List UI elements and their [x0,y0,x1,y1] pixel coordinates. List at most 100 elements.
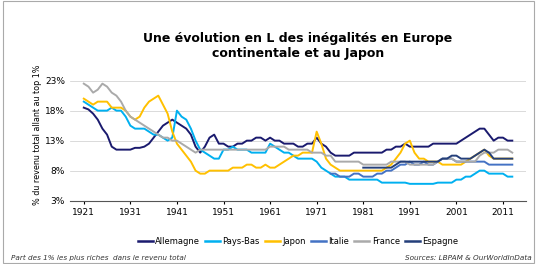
Allemagne [136,146,143,149]
Espagne [383,166,390,169]
Japon [509,157,516,160]
Japon [150,97,157,100]
Espagne [407,160,413,163]
Italie [393,166,399,169]
Espagne [420,160,427,163]
Espagne [388,166,394,169]
France [150,130,157,133]
Espagne [444,157,451,160]
France [295,148,301,151]
Italie [481,160,488,163]
Italie [369,175,376,178]
Allemagne [81,106,87,109]
Pays-Bas [295,157,301,160]
Japon [173,142,180,145]
Espagne [500,157,506,160]
Espagne [379,166,385,169]
Pays-Bas [379,181,385,184]
Pays-Bas [136,127,143,130]
Japon [197,172,204,175]
Espagne [504,157,511,160]
Japon [155,94,162,97]
Italie [332,172,338,175]
Japon [136,115,143,118]
Italie [425,163,432,166]
Pays-Bas [150,133,157,136]
Italie [355,172,362,175]
Espagne [495,157,502,160]
Espagne [393,163,399,166]
Italie [328,172,334,175]
Line: Espagne: Espagne [363,150,512,168]
Italie [458,160,465,163]
Italie [504,163,511,166]
Espagne [374,166,380,169]
Japon [430,160,437,163]
Italie [397,163,404,166]
Allemagne [425,145,432,148]
Italie [490,163,497,166]
Italie [346,175,352,178]
Italie [365,175,371,178]
Espagne [448,154,455,157]
Espagne [481,148,488,151]
Espagne [425,160,432,163]
Japon [304,151,310,154]
Italie [388,169,394,172]
Espagne [397,160,404,163]
France [425,163,432,166]
Espagne [365,166,371,169]
Italie [383,169,390,172]
Espagne [490,157,497,160]
France [360,163,366,166]
France [169,139,176,142]
Espagne [434,160,441,163]
Italie [374,172,380,175]
Italie [444,157,451,160]
Pays-Bas [81,100,87,103]
Italie [379,172,385,175]
Espagne [360,166,366,169]
Italie [472,160,478,163]
France [509,151,516,154]
Text: Sources: LBPAM & OurWorldInData: Sources: LBPAM & OurWorldInData [405,255,532,261]
Italie [467,160,474,163]
Line: Italie: Italie [331,159,512,177]
France [383,163,390,166]
Allemagne [509,139,516,142]
Allemagne [150,136,157,139]
France [136,121,143,124]
Title: Une évolution en L des inégalités en Europe
continentale et au Japon: Une évolution en L des inégalités en Eur… [143,32,453,60]
Italie [430,163,437,166]
Italie [500,163,506,166]
Italie [476,160,483,163]
Japon [81,97,87,100]
Italie [342,175,348,178]
Espagne [430,160,437,163]
Espagne [458,157,465,160]
Espagne [467,157,474,160]
Line: Japon: Japon [84,96,512,174]
Legend: Allemagne, Pays-Bas, Japon, Italie, France, Espagne: Allemagne, Pays-Bas, Japon, Italie, Fran… [134,234,462,249]
France [81,82,87,85]
Italie [420,160,427,163]
Italie [411,163,418,166]
Espagne [462,157,469,160]
Allemagne [332,154,338,157]
Line: Pays-Bas: Pays-Bas [84,102,512,184]
Espagne [416,160,423,163]
Espagne [472,154,478,157]
Line: France: France [84,84,512,165]
Espagne [453,154,460,157]
Allemagne [169,118,176,121]
Pays-Bas [509,175,516,178]
Pays-Bas [407,182,413,185]
Italie [486,163,492,166]
Allemagne [383,148,390,151]
Italie [337,175,343,178]
Italie [416,163,423,166]
Italie [351,172,357,175]
Japon [388,163,394,166]
Italie [439,157,446,160]
Pays-Bas [425,182,432,185]
